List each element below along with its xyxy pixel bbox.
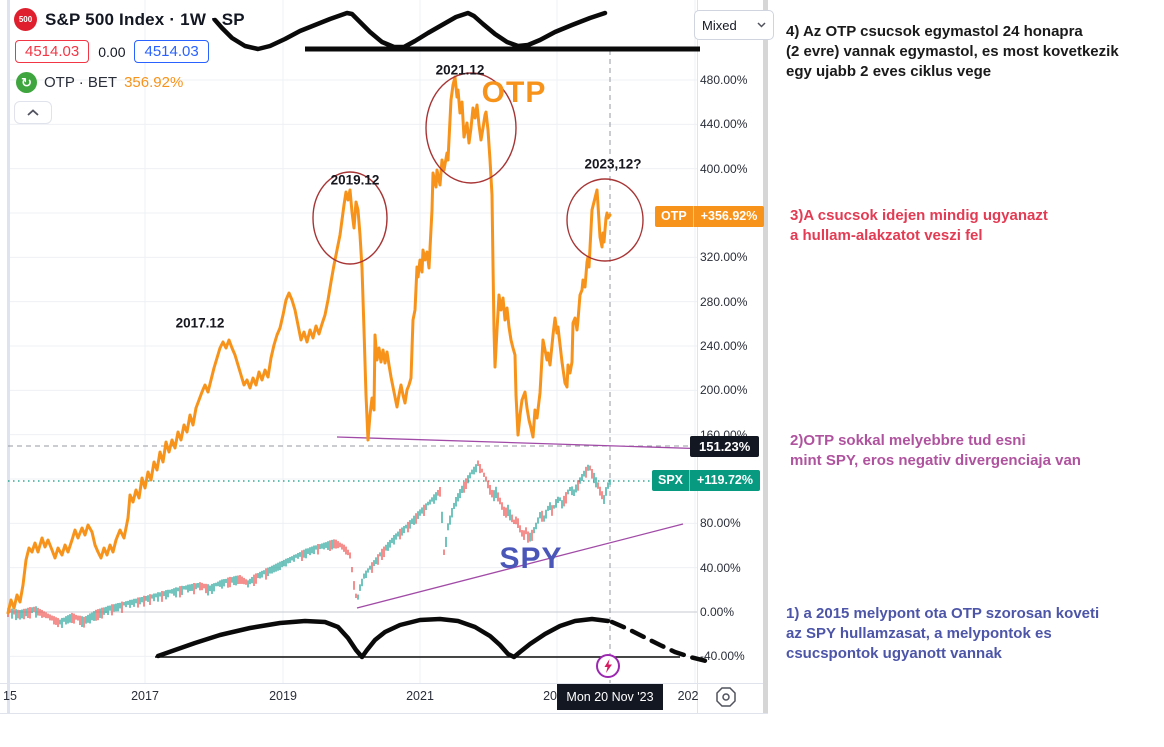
otp-chip-value: +356.92%	[692, 206, 765, 227]
price-value-blue: 4514.03	[134, 40, 209, 63]
chevron-down-icon	[757, 22, 766, 28]
time-tick-label: 2017	[131, 689, 159, 703]
spx-chip-symbol: SPX	[658, 473, 684, 487]
crosshair-price-chip: 151.23%	[690, 436, 760, 457]
price-value-red: 4514.03	[15, 40, 90, 63]
panel-divider	[763, 0, 768, 713]
peak-date-label: 2019.12	[330, 172, 380, 188]
time-axis-border	[0, 683, 763, 684]
note-1: 1) a 2015 melypont ota OTP szorosan kove…	[786, 605, 1100, 662]
chevron-up-icon	[27, 108, 39, 116]
legend-collapse-button[interactable]	[14, 101, 52, 124]
octagon-dot-icon[interactable]	[714, 685, 738, 709]
peak-date-label: 2023,12?	[584, 156, 642, 172]
price-tick-label: -40.00%	[700, 649, 745, 664]
note-2: 2)OTP sokkal melyebbre tud esni mint SPY…	[790, 432, 1081, 469]
symbol-title[interactable]: S&P 500 Index · 1W · SP	[45, 9, 245, 29]
otp-big-label: OTP	[481, 76, 547, 109]
time-tick-label: 2019	[269, 689, 297, 703]
price-tick-label: 440.00%	[700, 117, 748, 132]
spx-price-chip: SPX +119.72%	[652, 470, 760, 491]
price-tick-label: 400.00%	[700, 161, 748, 176]
price-tick-label: 320.00%	[700, 250, 748, 265]
price-change: 0.00	[98, 43, 126, 60]
bottom-border	[0, 713, 768, 714]
spy-big-label: SPY	[499, 542, 563, 575]
price-tick-label: 0.00%	[700, 605, 735, 619]
time-tick-label: 15	[3, 689, 17, 703]
price-tick-label: 200.00%	[700, 383, 748, 398]
peak-date-label: 2017.12	[175, 315, 225, 331]
time-tick-label: 2021	[406, 689, 434, 703]
otp-price-chip: OTP +356.92%	[655, 206, 765, 227]
otp-chip-symbol: OTP	[661, 209, 687, 223]
compare-value: 356.92%	[124, 74, 184, 91]
compare-symbol[interactable]: OTP · BET	[44, 74, 118, 91]
price-tick-label: 80.00%	[700, 516, 741, 531]
price-tick-label: 480.00%	[700, 73, 748, 87]
sp500-badge-icon: 500	[14, 8, 37, 31]
price-tick-label: 240.00%	[700, 339, 748, 353]
peak-date-label: 2021.12	[435, 62, 485, 78]
pane-right-border	[697, 0, 698, 713]
lightning-bolt-icon[interactable]	[595, 653, 621, 679]
price-tick-label: 40.00%	[700, 560, 741, 575]
crosshair-date-tooltip: Mon 20 Nov '23	[557, 684, 663, 710]
price-tick-label: 280.00%	[700, 294, 748, 309]
chart-style-value: Mixed	[702, 17, 737, 33]
note-3: 3)A csucsok idejen mindig ugyanazt a hul…	[790, 207, 1048, 244]
symbol-legend: 500 S&P 500 Index · 1W · SP 4514.03 0.00…	[14, 8, 245, 124]
compare-refresh-icon: ↻	[16, 72, 37, 93]
spx-chip-value: +119.72%	[689, 470, 760, 491]
time-tick-label: 202	[677, 689, 699, 703]
note-4: 4) Az OTP csucsok egymastol 24 honapra (…	[786, 23, 1119, 80]
chart-style-dropdown[interactable]: Mixed	[694, 10, 774, 40]
pane-left-strip	[7, 0, 10, 713]
